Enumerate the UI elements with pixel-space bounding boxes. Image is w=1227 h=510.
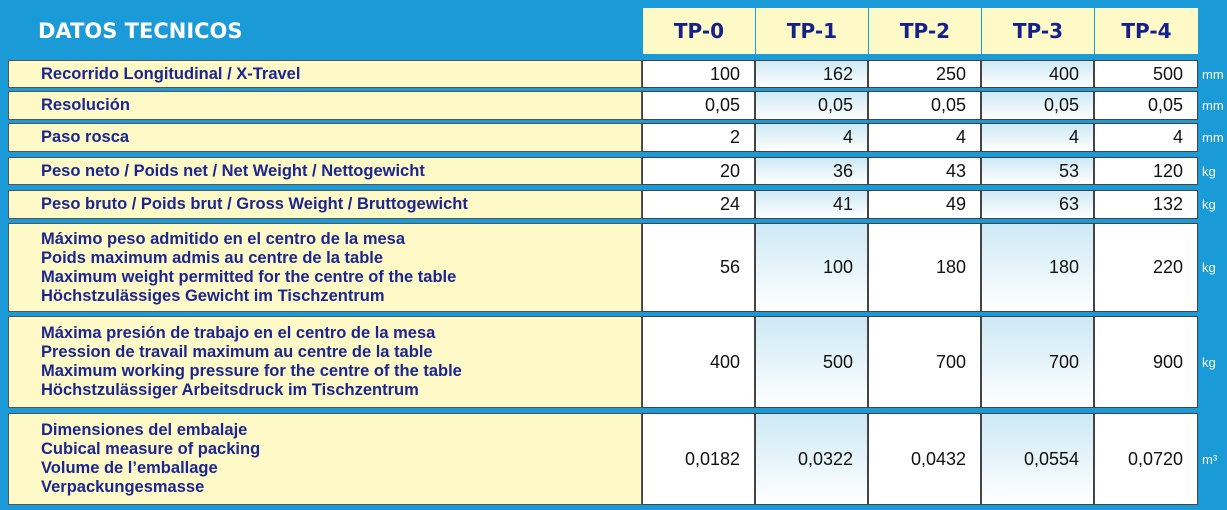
value-cell: 400	[981, 60, 1094, 88]
unit: mm	[1202, 66, 1224, 82]
value-cell: 132	[1094, 190, 1198, 219]
row-label: Peso neto / Poids net / Net Weight / Net…	[8, 157, 642, 185]
value-cell: 0,05	[642, 91, 755, 120]
value-cell: 43	[868, 157, 981, 185]
model-header: TP-1	[755, 8, 868, 54]
row-label: Peso bruto / Poids brut / Gross Weight /…	[8, 190, 642, 219]
model-header: TP-2	[868, 8, 981, 54]
value-cell: 0,05	[755, 91, 868, 120]
value-cell: 500	[755, 316, 868, 408]
value-cell: 24	[642, 190, 755, 219]
unit: kg	[1202, 163, 1216, 179]
value-cell: 4	[1094, 123, 1198, 152]
value-cell: 250	[868, 60, 981, 88]
value-cell: 63	[981, 190, 1094, 219]
value-cell: 4	[981, 123, 1094, 152]
label-line: Maximum weight permitted for the centre …	[41, 267, 457, 286]
value-cell: 36	[755, 157, 868, 185]
label-line: Paso rosca	[41, 128, 130, 146]
value-cell: 4	[868, 123, 981, 152]
row-label: Paso rosca	[8, 123, 642, 152]
unit: mm	[1202, 130, 1224, 145]
value-cell: 2	[642, 123, 755, 152]
unit: kg	[1202, 197, 1216, 212]
row-label: Dimensiones del embalaje Cubical measure …	[8, 413, 642, 505]
row-label: Resolución	[8, 91, 642, 120]
value-cell: 0,0322	[755, 413, 868, 505]
label-line: Maximum working pressure for the centre …	[41, 362, 462, 380]
unit: mm	[1202, 98, 1224, 113]
table-title: DATOS TECNICOS	[38, 19, 243, 43]
value-cell: 180	[868, 223, 981, 312]
value-cell: 100	[642, 60, 755, 88]
label-line: Dimensiones del embalaje	[41, 421, 248, 439]
value-cell: 0,05	[868, 91, 981, 120]
value-cell: 120	[1094, 157, 1198, 185]
unit: kg	[1202, 354, 1216, 370]
value-cell: 20	[642, 157, 755, 185]
value-cell: 500	[1094, 60, 1198, 88]
label-line: Resolución	[41, 96, 130, 114]
row-label: Máximo peso admitido en el centro de la …	[8, 223, 642, 312]
label-line: Recorrido Longitudinal / X-Travel	[41, 64, 301, 83]
unit: m³	[1202, 451, 1218, 467]
value-cell: 220	[1094, 223, 1198, 312]
value-cell: 100	[755, 223, 868, 312]
value-cell: 700	[868, 316, 981, 408]
value-cell: 0,0554	[981, 413, 1094, 505]
label-line: Máxima presión de trabajo en el centro d…	[41, 324, 436, 342]
value-cell: 162	[755, 60, 868, 88]
value-cell: 56	[642, 223, 755, 312]
row-label: Máxima presión de trabajo en el centro d…	[8, 316, 642, 408]
label-line: Peso bruto / Poids brut / Gross Weight /…	[41, 195, 468, 213]
label-line: Máximo peso admitido en el centro de la …	[41, 229, 406, 248]
value-cell: 0,0182	[642, 413, 755, 505]
model-header: TP-0	[642, 8, 755, 54]
value-cell: 53	[981, 157, 1094, 185]
value-cell: 900	[1094, 316, 1198, 408]
model-header: TP-3	[981, 8, 1094, 54]
model-header: TP-4	[1094, 8, 1198, 54]
label-line: Höchstzulässiges Gewicht im Tischzentrum	[41, 286, 385, 305]
value-cell: 0,05	[1094, 91, 1198, 120]
value-cell: 0,0720	[1094, 413, 1198, 505]
value-cell: 400	[642, 316, 755, 408]
label-line: Peso neto / Poids net / Net Weight / Net…	[41, 161, 425, 180]
value-cell: 180	[981, 223, 1094, 312]
label-line: Pression de travail maximum au centre de…	[41, 343, 433, 361]
value-cell: 49	[868, 190, 981, 219]
value-cell: 0,0432	[868, 413, 981, 505]
label-line: Volume de l’emballage	[41, 459, 218, 477]
value-cell: 0,05	[981, 91, 1094, 120]
value-cell: 41	[755, 190, 868, 219]
label-line: Cubical measure of packing	[41, 440, 261, 458]
unit: kg	[1202, 260, 1216, 275]
row-label: Recorrido Longitudinal / X-Travel	[8, 60, 642, 88]
label-line: Poids maximum admis au centre de la tabl…	[41, 248, 384, 267]
label-line: Höchstzulässiger Arbeitsdruck im Tischze…	[41, 381, 419, 399]
value-cell: 4	[755, 123, 868, 152]
label-line: Verpackungesmasse	[41, 478, 205, 496]
value-cell: 700	[981, 316, 1094, 408]
